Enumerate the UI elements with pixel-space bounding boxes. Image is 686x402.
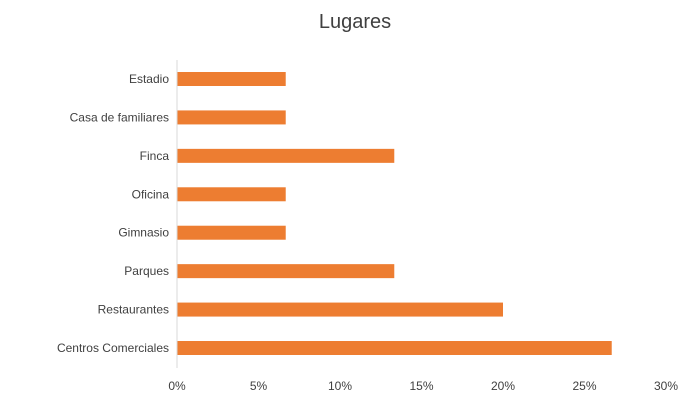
bar-restaurantes bbox=[177, 302, 503, 317]
category-label: Gimnasio bbox=[118, 226, 169, 240]
bar-finca bbox=[177, 148, 395, 163]
category-label: Parques bbox=[124, 264, 169, 278]
category-label: Restaurantes bbox=[98, 303, 169, 317]
x-tick-label: 10% bbox=[328, 379, 352, 393]
bar-gimnasio bbox=[177, 225, 286, 240]
bar-estadio bbox=[177, 72, 286, 86]
x-tick-label: 15% bbox=[409, 379, 433, 393]
bar-casa-de-familiares bbox=[177, 110, 286, 125]
category-label: Estadio bbox=[129, 72, 169, 86]
x-tick-label: 25% bbox=[572, 379, 596, 393]
bar-parques bbox=[177, 264, 395, 279]
x-tick-label: 5% bbox=[250, 379, 268, 393]
x-tick-label: 20% bbox=[491, 379, 515, 393]
x-tick-labels: 0% 5% 10% 15% 20% 25% 30% bbox=[168, 379, 678, 393]
chart-title: Lugares bbox=[319, 11, 391, 33]
x-tick-label: 0% bbox=[168, 379, 186, 393]
x-tick-label: 30% bbox=[654, 379, 678, 393]
category-label: Casa de familiares bbox=[70, 110, 169, 124]
bar-centros-comerciales bbox=[177, 341, 612, 355]
category-label: Finca bbox=[140, 149, 170, 163]
category-labels: Estadio Casa de familiares Finca Oficina Gim… bbox=[57, 72, 169, 355]
category-label: Oficina bbox=[132, 187, 170, 201]
bar-oficina bbox=[177, 187, 286, 202]
bars-group bbox=[177, 72, 612, 355]
category-label: Centros Comerciales bbox=[57, 341, 169, 355]
